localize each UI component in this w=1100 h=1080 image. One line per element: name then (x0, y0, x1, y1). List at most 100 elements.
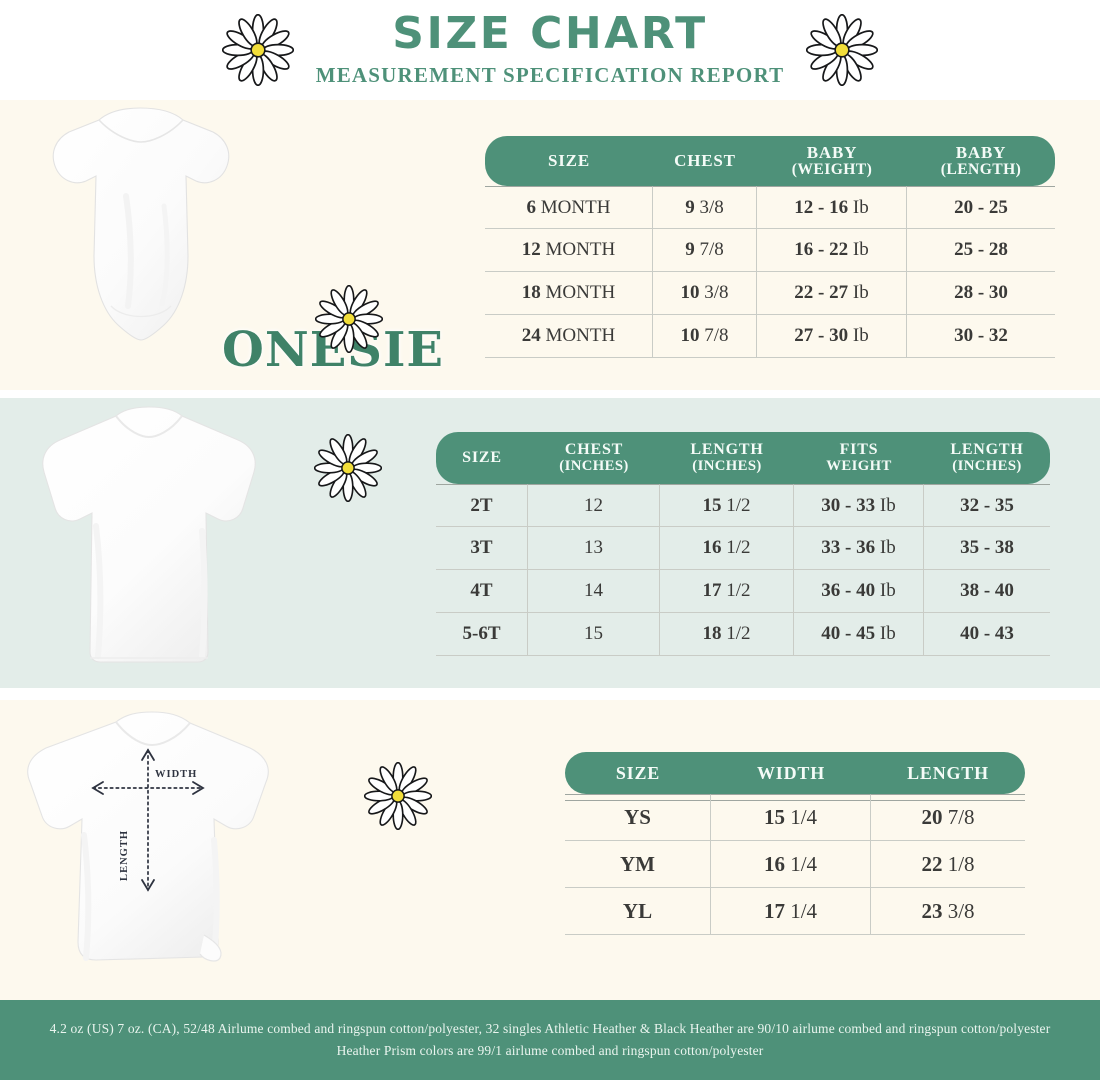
white-baby-onesie-photo (52, 107, 230, 341)
white-toddler-tshirt-photo (42, 406, 256, 663)
table-row: 18 MONTH 10 3/8 22 - 27 Ib 28 - 30 (485, 272, 1055, 315)
table-cell: 12 (528, 484, 660, 527)
page-title: SIZE CHART (392, 8, 708, 59)
section-onesie: ONESIE (0, 100, 1100, 390)
column-header: CHEST (INCHES) (528, 432, 660, 484)
table-cell: 27 - 30 Ib (757, 315, 907, 358)
table-cell: 13 (528, 527, 660, 570)
section-youth: WIDTH LENGTH YOUTH (0, 700, 1100, 1000)
table-cell: 15 1/4 (711, 794, 871, 841)
table-row: 5-6T 15 18 1/2 40 - 45 Ib 40 - 43 (436, 613, 1050, 656)
table-cell: 30 - 33 Ib (794, 484, 924, 527)
table-row: 12 MONTH 9 7/8 16 - 22 Ib 25 - 28 (485, 229, 1055, 272)
table-cell: 20 - 25 (907, 186, 1055, 229)
table-cell: 30 - 32 (907, 315, 1055, 358)
table-row: 2T 12 15 1/2 30 - 33 Ib 32 - 35 (436, 484, 1050, 527)
table-cell: 18 MONTH (485, 272, 653, 315)
column-header: LENGTH (871, 752, 1025, 794)
length-measure-label: LENGTH (119, 830, 130, 881)
column-header: BABY (LENGTH) (907, 136, 1055, 186)
table-cell: YS (565, 794, 711, 841)
table-header-row: SIZE CHEST (INCHES) LENGTH (INCHES) FITS… (436, 432, 1050, 484)
table-cell: 16 1/4 (711, 841, 871, 888)
table-cell: 40 - 43 (924, 613, 1050, 656)
table-cell: 16 - 22 Ib (757, 229, 907, 272)
column-header-line2: (INCHES) (952, 457, 1022, 474)
column-header: SIZE (485, 136, 653, 186)
table-cell: 40 - 45 Ib (794, 613, 924, 656)
size-table-onesie: SIZE CHEST BABY (WEIGHT) BABY (LENGTH) 6… (485, 136, 1055, 358)
column-header: CHEST (653, 136, 757, 186)
column-header-line1: WIDTH (756, 762, 825, 783)
table-cell: YL (565, 888, 711, 935)
table-cell: 18 1/2 (660, 613, 794, 656)
table-cell: 10 7/8 (653, 315, 757, 358)
table-cell: 15 1/2 (660, 484, 794, 527)
table-cell: YM (565, 841, 711, 888)
daisy-flower-icon (313, 433, 383, 507)
column-header: SIZE (565, 752, 711, 794)
table-cell: 20 7/8 (871, 794, 1025, 841)
daisy-flower-icon (221, 14, 294, 86)
column-header: BABY (WEIGHT) (757, 136, 907, 186)
table-cell: 38 - 40 (924, 570, 1050, 613)
table-row: 4T 14 17 1/2 36 - 40 Ib 38 - 40 (436, 570, 1050, 613)
table-cell: 35 - 38 (924, 527, 1050, 570)
table-cell: 15 (528, 613, 660, 656)
page-subtitle: MEASUREMENT SPECIFICATION REPORT (315, 63, 785, 87)
column-header: SIZE (436, 432, 528, 484)
table-cell: 10 3/8 (653, 272, 757, 315)
white-youth-tshirt-photo (27, 711, 269, 962)
column-header-line2: (INCHES) (559, 457, 629, 474)
column-header-line2: (WEIGHT) (791, 160, 873, 178)
daisy-flower-icon (363, 761, 433, 835)
width-measure-label: WIDTH (155, 769, 198, 780)
column-header-line1: LENGTH (907, 762, 989, 783)
column-header-line1: FITS (839, 440, 879, 458)
table-cell: 6 MONTH (485, 186, 653, 229)
daisy-flower-icon (314, 284, 384, 358)
table-cell: 24 MONTH (485, 315, 653, 358)
column-header-line1: BABY (806, 142, 858, 162)
column-header-line1: CHEST (564, 440, 624, 458)
column-header-line1: SIZE (462, 448, 502, 466)
table-cell: 17 1/4 (711, 888, 871, 935)
table-cell: 25 - 28 (907, 229, 1055, 272)
table-cell: 14 (528, 570, 660, 613)
column-header-line1: LENGTH (690, 440, 764, 458)
table-cell: 5-6T (436, 613, 528, 656)
table-row: 6 MONTH 9 3/8 12 - 16 Ib 20 - 25 (485, 186, 1055, 229)
column-header: WIDTH (711, 752, 871, 794)
daisy-flower-icon (806, 14, 879, 86)
size-table-toddler: SIZE CHEST (INCHES) LENGTH (INCHES) FITS… (436, 432, 1050, 656)
table-row: YS 15 1/4 20 7/8 (565, 794, 1025, 841)
table-cell: 28 - 30 (907, 272, 1055, 315)
table-row: YL 17 1/4 23 3/8 (565, 888, 1025, 935)
column-header-line1: CHEST (674, 151, 736, 171)
table-header-row: SIZE WIDTH LENGTH (565, 752, 1025, 794)
table-cell: 32 - 35 (924, 484, 1050, 527)
table-row: 3T 13 16 1/2 33 - 36 Ib 35 - 38 (436, 527, 1050, 570)
table-cell: 36 - 40 Ib (794, 570, 924, 613)
table-cell: 23 3/8 (871, 888, 1025, 935)
column-header-line2: (LENGTH) (940, 160, 1022, 178)
footer-bar: 4.2 oz (US) 7 oz. (CA), 52/48 Airlume co… (0, 1000, 1100, 1080)
table-cell: 17 1/2 (660, 570, 794, 613)
table-cell: 4T (436, 570, 528, 613)
column-header-line2: WEIGHT (826, 457, 892, 474)
table-cell: 12 - 16 Ib (757, 186, 907, 229)
column-header-line1: SIZE (615, 762, 661, 783)
table-cell: 9 7/8 (653, 229, 757, 272)
table-cell: 22 1/8 (871, 841, 1025, 888)
table-cell: 16 1/2 (660, 527, 794, 570)
footer-fabric-description: 4.2 oz (US) 7 oz. (CA), 52/48 Airlume co… (49, 1020, 1051, 1058)
table-cell: 3T (436, 527, 528, 570)
table-row: 24 MONTH 10 7/8 27 - 30 Ib 30 - 32 (485, 315, 1055, 358)
table-header-row: SIZE CHEST BABY (WEIGHT) BABY (LENGTH) (485, 136, 1055, 186)
column-header: FITS WEIGHT (794, 432, 924, 484)
table-cell: 33 - 36 Ib (794, 527, 924, 570)
column-header: LENGTH (INCHES) (924, 432, 1050, 484)
table-row: YM 16 1/4 22 1/8 (565, 841, 1025, 888)
table-cell: 22 - 27 Ib (757, 272, 907, 315)
table-youth-top-rule-extension (565, 800, 1025, 801)
